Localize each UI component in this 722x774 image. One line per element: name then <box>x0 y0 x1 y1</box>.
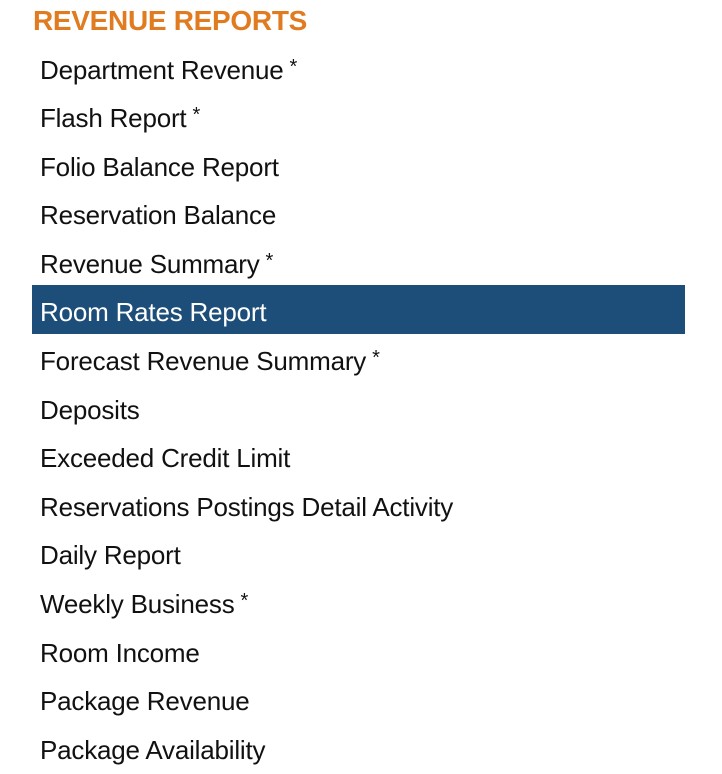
report-item-revenue-summary[interactable]: Revenue Summary * <box>32 237 685 286</box>
report-item-room-income[interactable]: Room Income <box>32 626 685 675</box>
report-item-deposits[interactable]: Deposits <box>32 383 685 432</box>
report-list: Department Revenue * Flash Report * Folio … <box>32 43 685 772</box>
report-label: Exceeded Credit Limit <box>40 443 291 474</box>
asterisk-marker: * <box>265 249 274 272</box>
asterisk-marker: * <box>372 347 380 370</box>
report-label: Package Availability <box>40 734 266 765</box>
report-item-daily-report[interactable]: Daily Report <box>32 528 685 577</box>
report-label: Folio Balance Report <box>40 151 279 182</box>
report-label: Department Revenue <box>40 54 284 85</box>
report-label: Reservation Balance <box>40 200 277 231</box>
report-label: Package Revenue <box>40 686 250 717</box>
report-label: Room Income <box>40 637 200 668</box>
report-label: Daily Report <box>40 540 181 571</box>
report-item-reservations-postings-detail-activity[interactable]: Reservations Postings Detail Activity <box>32 480 685 529</box>
report-label: Room Rates Report <box>40 297 267 328</box>
asterisk-marker: * <box>289 55 298 78</box>
asterisk-marker: * <box>240 590 249 613</box>
report-item-package-availability[interactable]: Package Availability <box>32 723 685 772</box>
report-item-flash-report[interactable]: Flash Report * <box>32 91 685 140</box>
report-item-package-revenue[interactable]: Package Revenue <box>32 674 685 723</box>
report-label: Reservations Postings Detail Activity <box>40 491 454 522</box>
report-item-room-rates-report[interactable]: Room Rates Report <box>32 285 685 335</box>
section-title: REVENUE REPORTS <box>33 5 307 36</box>
report-item-weekly-business[interactable]: Weekly Business * <box>32 577 685 626</box>
report-label: Forecast Revenue Summary <box>40 346 367 377</box>
report-item-folio-balance-report[interactable]: Folio Balance Report <box>32 140 685 189</box>
report-item-department-revenue[interactable]: Department Revenue * <box>32 43 685 92</box>
report-label: Flash Report <box>40 103 187 134</box>
report-item-reservation-balance[interactable]: Reservation Balance <box>32 188 685 237</box>
asterisk-marker: * <box>192 104 201 127</box>
report-label: Weekly Business <box>40 589 235 620</box>
report-label: Deposits <box>40 394 140 425</box>
report-item-exceeded-credit-limit[interactable]: Exceeded Credit Limit <box>32 431 685 480</box>
report-item-forecast-revenue-summary[interactable]: Forecast Revenue Summary * <box>32 334 685 383</box>
report-label: Revenue Summary <box>40 248 260 279</box>
revenue-reports-section: REVENUE REPORTS Department Revenue * Flas… <box>32 0 685 765</box>
